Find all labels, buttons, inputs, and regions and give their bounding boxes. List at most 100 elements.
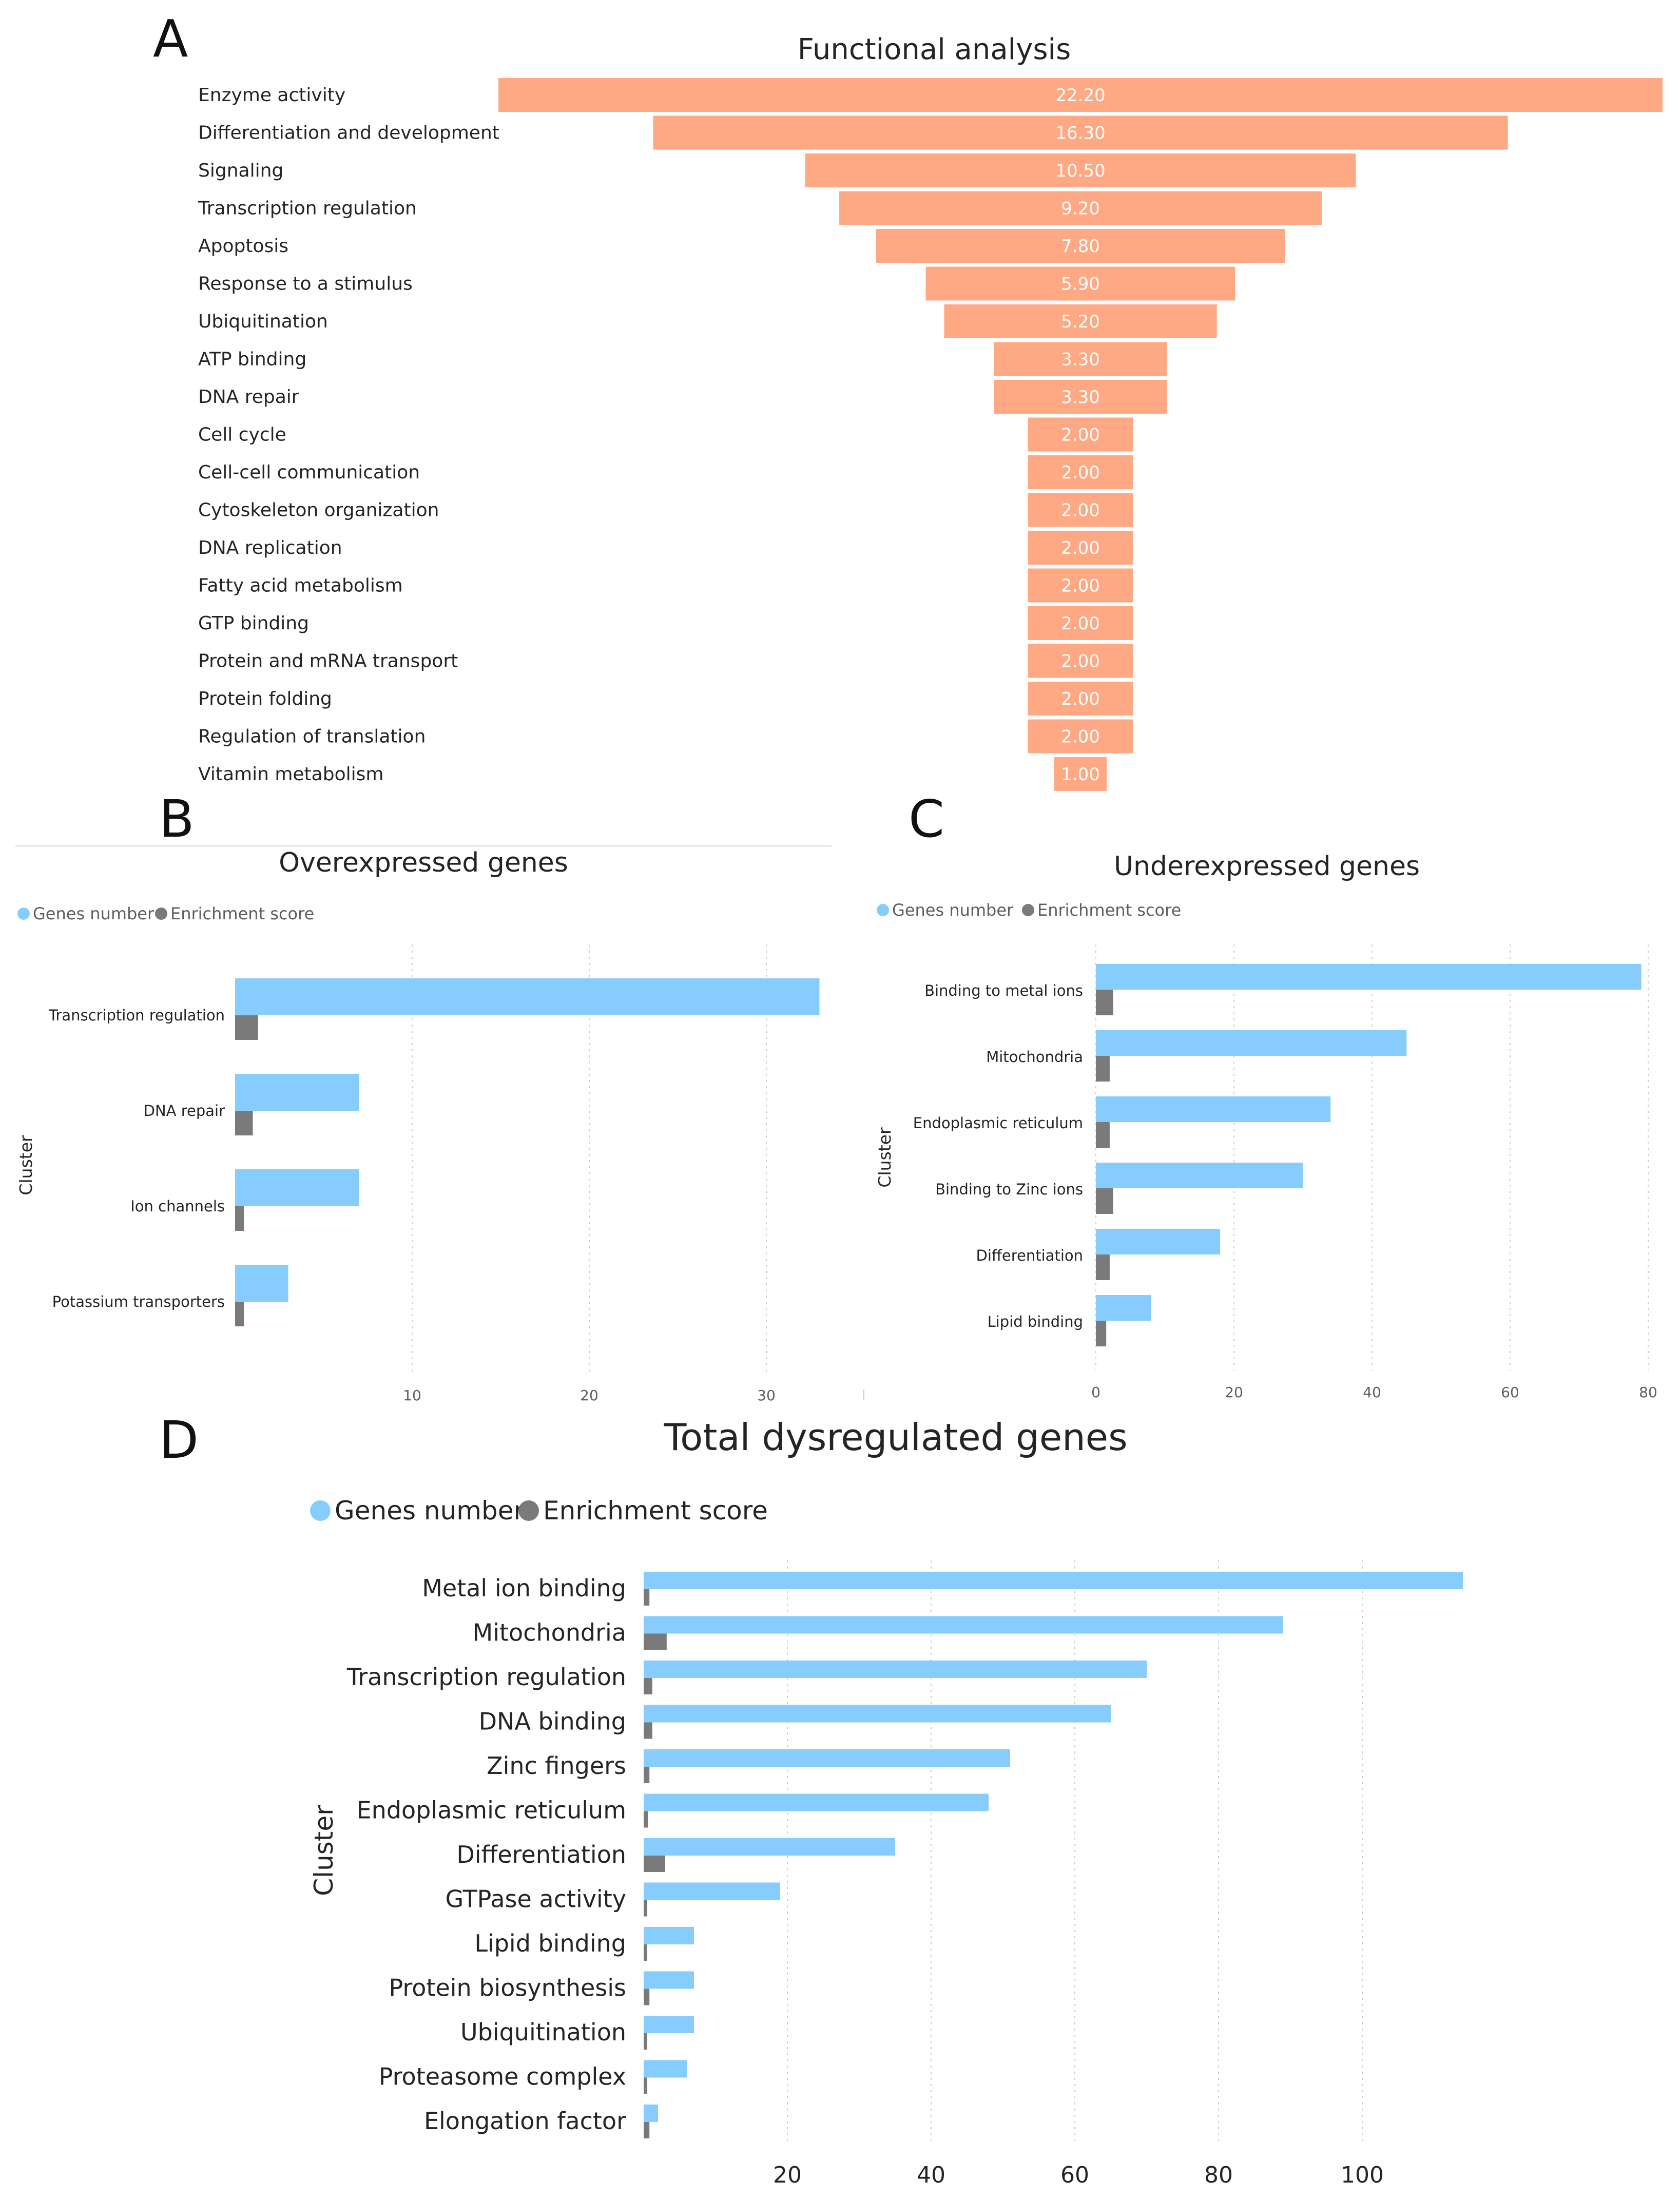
enrichment-bar-binding-to-zinc-ions (1096, 1188, 1113, 1214)
category-label-differentiation: Differentiation (456, 1841, 626, 1868)
genes-bar-zinc-fingers (644, 1749, 1010, 1767)
legend-genes-marker (877, 904, 889, 916)
chart-title: Overexpressed genes (279, 847, 568, 878)
enrichment-bar-mitochondria (644, 1633, 667, 1650)
funnel-bar-regulation-of-translation (1028, 719, 1133, 754)
enrichment-bar-mitochondria (1096, 1056, 1110, 1082)
category-label-binding-to-metal-ions: Binding to metal ions (924, 982, 1083, 999)
category-label-protein-biosynthesis: Protein biosynthesis (389, 1974, 626, 2002)
legend-enrichment-label: Enrichment score (543, 1496, 768, 1526)
axis-title-cluster: Cluster (875, 1127, 895, 1188)
funnel-bar-signaling (805, 153, 1356, 187)
legend: Genes number Enrichment score (17, 904, 314, 923)
tick-label-100: 100 (1341, 2162, 1384, 2188)
legend-genes-label: Genes number (33, 904, 155, 923)
genes-bar-dna-binding (644, 1705, 1111, 1723)
category-label-binding-to-zinc-ions: Binding to Zinc ions (935, 1181, 1083, 1198)
funnel-bar-dna-replication (1028, 531, 1133, 565)
bar-chart-overexpressed-genes: Overexpressed genes Genes number Enrichm… (16, 847, 864, 1404)
legend-enrichment-marker (518, 1500, 539, 1521)
enrichment-bar-zinc-fingers (644, 1767, 650, 1783)
value-label-gtp-binding: 2.00 (1061, 613, 1100, 634)
funnel-bar-protein-folding (1028, 682, 1133, 716)
category-label-proteasome-complex: Proteasome complex (379, 2063, 626, 2091)
funnel-bars: Enzyme activity 22.20 Differentiation and … (198, 78, 1663, 791)
category-label-dna-replication: DNA replication (198, 537, 342, 558)
tick-label-80: 80 (1639, 1384, 1657, 1401)
tick-label-20: 20 (773, 2162, 802, 2188)
category-label-atp-binding: ATP binding (198, 349, 306, 370)
panel-letter-c: C (909, 789, 944, 849)
value-label-cell-cycle: 2.00 (1061, 425, 1100, 446)
funnel-chart-functional-analysis: Functional analysis Enzyme activity 22.20… (198, 33, 1663, 791)
legend-genes-label: Genes number (892, 900, 1014, 920)
panel-letter-a: A (153, 9, 188, 69)
funnel-bar-vitamin-metabolism (1054, 757, 1107, 791)
value-label-response-to-a-stimulus: 5.90 (1061, 274, 1100, 295)
tick-label-80: 80 (1204, 2162, 1233, 2188)
enrichment-bar-binding-to-metal-ions (1096, 990, 1113, 1015)
category-label-cell-cycle: Cell cycle (198, 424, 286, 446)
category-label-mitochondria: Mitochondria (473, 1619, 626, 1647)
value-label-signaling: 10.50 (1055, 161, 1105, 181)
enrichment-bar-differentiation (1096, 1255, 1110, 1280)
value-label-enzyme-activity: 22.20 (1055, 85, 1105, 106)
value-label-apoptosis: 7.80 (1061, 236, 1100, 257)
category-label-vitamin-metabolism: Vitamin metabolism (198, 764, 383, 785)
category-label-dna-binding: DNA binding (479, 1708, 626, 1735)
category-label-protein-and-mrna-transport: Protein and mRNA transport (198, 651, 458, 672)
genes-bar-differentiation (1096, 1229, 1221, 1255)
gridlines (787, 1560, 1363, 2146)
gridlines (412, 944, 767, 1376)
tick-label-40: 40 (1363, 1384, 1381, 1401)
category-label-transcription-regulation: Transcription regulation (346, 1663, 626, 1691)
enrichment-bar-elongation-factor (644, 2122, 650, 2138)
category-label-mitochondria: Mitochondria (986, 1048, 1083, 1066)
chart-title: Underexpressed genes (1114, 851, 1420, 882)
category-label-enzyme-activity: Enzyme activity (198, 85, 345, 106)
category-label-signaling: Signaling (198, 160, 283, 181)
genes-bar-ubiquitination (644, 2016, 694, 2033)
enrichment-bar-endoplasmic-reticulum (644, 1811, 648, 1828)
category-label-metal-ion-binding: Metal ion binding (422, 1574, 626, 1602)
enrichment-bar-dna-repair (235, 1111, 253, 1135)
funnel-bar-gtp-binding (1028, 606, 1133, 640)
funnel-bar-cytoskeleton-organization (1028, 493, 1133, 527)
genes-bar-proteasome-complex (644, 2060, 687, 2078)
category-label-cytoskeleton-organization: Cytoskeleton organization (198, 500, 439, 521)
value-label-transcription-regulation: 9.20 (1061, 199, 1100, 219)
funnel-bar-protein-and-mrna-transport (1028, 644, 1133, 678)
genes-bar-mitochondria (1096, 1030, 1407, 1056)
panel-letter-d: D (159, 1410, 199, 1470)
enrichment-bar-metal-ion-binding (644, 1589, 650, 1606)
category-label-endoplasmic-reticulum: Endoplasmic reticulum (357, 1797, 626, 1824)
enrichment-bar-endoplasmic-reticulum (1096, 1122, 1110, 1148)
legend-enrichment-label: Enrichment score (1037, 900, 1181, 920)
category-label-ion-channels: Ion channels (130, 1198, 225, 1215)
axis-title-cluster: Cluster (16, 1135, 36, 1195)
tick-label-10: 10 (403, 1387, 421, 1404)
category-label-potassium-transporters: Potassium transporters (52, 1293, 225, 1310)
value-label-regulation-of-translation: 2.00 (1061, 727, 1100, 747)
genes-bar-binding-to-zinc-ions (1096, 1163, 1303, 1188)
genes-bar-differentiation (644, 1838, 895, 1856)
enrichment-bar-lipid-binding (1096, 1321, 1107, 1346)
bar-chart-underexpressed-genes: Underexpressed genes Genes number Enrich… (875, 851, 1657, 1401)
genes-bar-elongation-factor (644, 2105, 658, 2122)
x-axis-ticks: 20 40 60 80 100 (773, 2162, 1384, 2188)
value-label-cell-cell-communication: 2.00 (1061, 462, 1100, 483)
funnel-bar-cell-cell-communication (1028, 455, 1133, 489)
funnel-bar-apoptosis (876, 229, 1285, 263)
funnel-bar-transcription-regulation (839, 191, 1322, 225)
tick-label-40: 40 (917, 2162, 945, 2188)
category-label-apoptosis: Apoptosis (198, 236, 288, 257)
gridlines (1095, 944, 1649, 1371)
category-label-ubiquitination: Ubiquitination (460, 2018, 626, 2046)
genes-bar-potassium-transporters (235, 1265, 288, 1302)
legend-genes-label: Genes number (335, 1496, 524, 1526)
legend-genes-marker (17, 908, 30, 920)
value-label-vitamin-metabolism: 1.00 (1061, 764, 1100, 785)
funnel-bar-ubiquitination (944, 304, 1217, 338)
enrichment-bar-differentiation (644, 1856, 665, 1872)
